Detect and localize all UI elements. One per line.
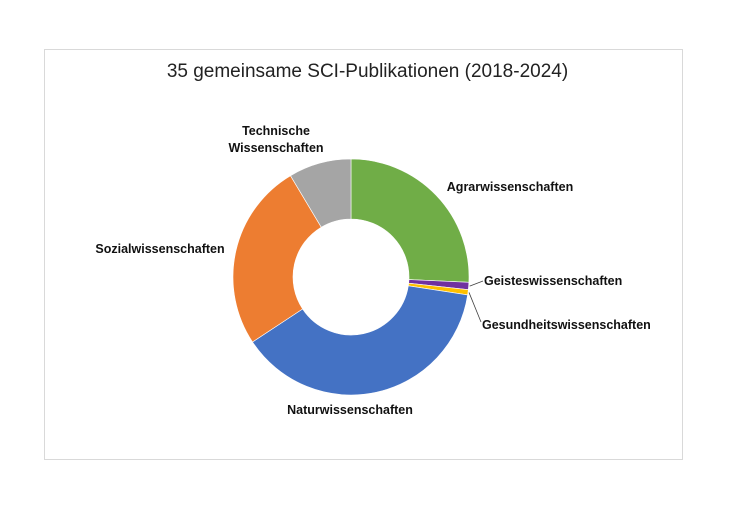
chart-title: 35 gemeinsame SCI-Publikationen (2018-20… — [166, 61, 569, 82]
slice-sozialwissenschaften — [232, 175, 322, 343]
slice-label-agrarwissenschaften: Agrarwissenschaften — [447, 180, 573, 194]
slice-agrarwissenschaften — [350, 158, 470, 283]
slice-label-technische-wissenschaften: Technische Wissenschaften — [228, 124, 323, 155]
slice-label-sozialwissenschaften: Sozialwissenschaften — [95, 242, 224, 256]
leader-line-geisteswissenschaften — [469, 280, 484, 287]
slice-label-gesundheitswissenschaften: Gesundheitswissenschaften — [482, 318, 651, 332]
slices-group — [232, 158, 470, 396]
slice-technische-wissenschaften — [290, 158, 352, 228]
leader-line-gesundheitswissenschaften — [468, 292, 482, 323]
slice-label-naturwissenschaften: Naturwissenschaften — [287, 403, 413, 417]
slice-label-geisteswissenschaften: Geisteswissenschaften — [484, 274, 622, 288]
slice-naturwissenschaften — [252, 285, 468, 396]
labels-group: Agrarwissenschaften Geisteswissenschaften… — [95, 124, 650, 417]
leader-lines-group — [468, 280, 484, 323]
